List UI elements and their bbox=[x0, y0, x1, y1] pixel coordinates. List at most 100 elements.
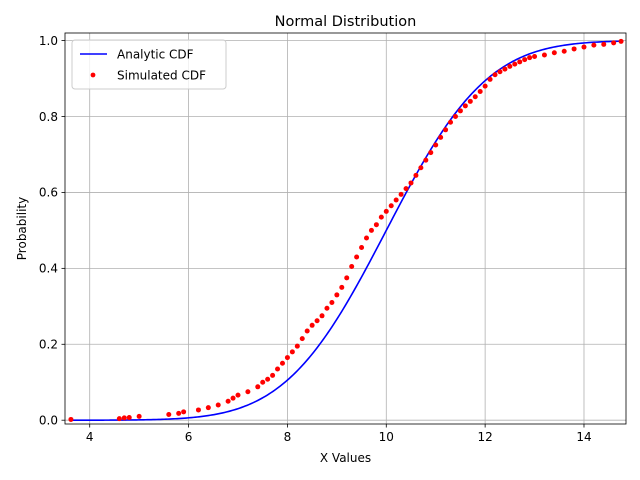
x-tick-label: 12 bbox=[477, 430, 492, 444]
y-tick-label: 0.2 bbox=[39, 338, 58, 352]
simulated-cdf-point bbox=[344, 275, 350, 281]
simulated-cdf-point bbox=[235, 392, 241, 398]
simulated-cdf-point bbox=[403, 186, 409, 192]
simulated-cdf-point bbox=[388, 203, 394, 209]
simulated-cdf-point bbox=[126, 415, 132, 421]
simulated-cdf-point bbox=[472, 94, 478, 100]
simulated-cdf-point bbox=[373, 222, 379, 228]
simulated-cdf-point bbox=[319, 313, 325, 319]
simulated-cdf-point bbox=[294, 343, 300, 349]
simulated-cdf-point bbox=[230, 395, 236, 401]
simulated-cdf-point bbox=[398, 191, 404, 197]
simulated-cdf-point bbox=[215, 402, 221, 408]
simulated-cdf-point bbox=[299, 336, 305, 342]
simulated-cdf-point bbox=[482, 83, 488, 89]
simulated-cdf-point bbox=[551, 50, 557, 56]
simulated-cdf-point bbox=[477, 88, 483, 94]
y-tick-label: 1.0 bbox=[39, 34, 58, 48]
simulated-cdf-point bbox=[438, 134, 444, 140]
simulated-cdf-point bbox=[443, 127, 449, 133]
simulated-cdf-point bbox=[497, 69, 503, 75]
y-axis: 0.0 0.2 0.4 0.6 0.8 1.0 bbox=[39, 34, 65, 428]
chart-title: Normal Distribution bbox=[275, 14, 417, 30]
simulated-cdf-point bbox=[334, 292, 340, 298]
simulated-cdf-point bbox=[611, 40, 617, 46]
simulated-cdf-point bbox=[176, 410, 182, 416]
simulated-cdf-point bbox=[581, 44, 587, 50]
simulated-cdf-point bbox=[68, 416, 74, 422]
legend-label-analytic: Analytic CDF bbox=[117, 48, 194, 62]
legend-label-simulated: Simulated CDF bbox=[117, 69, 206, 83]
legend-box bbox=[71, 39, 227, 90]
simulated-cdf-point bbox=[502, 66, 508, 72]
simulated-cdf-point bbox=[561, 48, 567, 54]
analytic-cdf-line bbox=[69, 40, 624, 421]
simulated-cdf-point bbox=[512, 61, 518, 67]
simulated-cdf-point bbox=[368, 227, 374, 233]
simulated-cdf-point bbox=[309, 322, 315, 328]
x-tick-label: 6 bbox=[185, 430, 193, 444]
simulated-cdf-point bbox=[601, 41, 607, 47]
legend: Analytic CDF Simulated CDF bbox=[71, 39, 227, 90]
simulated-cdf-point bbox=[121, 415, 127, 421]
simulated-cdf-point bbox=[279, 360, 285, 366]
simulated-cdf-point bbox=[448, 119, 454, 125]
x-tick-label: 4 bbox=[86, 430, 94, 444]
series-layer bbox=[68, 38, 624, 422]
y-tick-label: 0.8 bbox=[39, 110, 58, 124]
simulated-cdf-point bbox=[527, 55, 533, 61]
simulated-cdf-point bbox=[532, 54, 538, 60]
legend-swatch-simulated bbox=[90, 72, 96, 78]
simulated-cdf-point bbox=[284, 355, 290, 361]
simulated-cdf-point bbox=[255, 384, 261, 390]
simulated-cdf-point bbox=[378, 214, 384, 220]
simulated-cdf-point bbox=[364, 235, 370, 241]
simulated-cdf-point bbox=[452, 114, 458, 120]
simulated-cdf-point bbox=[457, 108, 463, 114]
simulated-cdf-point bbox=[166, 412, 172, 418]
grid bbox=[65, 33, 626, 424]
simulated-cdf-point bbox=[270, 372, 276, 378]
simulated-cdf-point bbox=[507, 63, 513, 69]
simulated-cdf-point bbox=[492, 72, 498, 78]
simulated-cdf-point bbox=[116, 416, 122, 422]
simulated-cdf-point bbox=[195, 407, 201, 413]
x-tick-label: 10 bbox=[379, 430, 394, 444]
simulated-cdf-point bbox=[289, 349, 295, 355]
simulated-cdf-point bbox=[408, 180, 414, 186]
simulated-cdf-point bbox=[433, 142, 439, 148]
simulated-cdf-point bbox=[467, 98, 473, 104]
y-axis-title: Probability bbox=[15, 197, 29, 260]
plot-area bbox=[65, 33, 626, 424]
y-tick-label: 0.4 bbox=[39, 262, 58, 276]
simulated-cdf-point bbox=[418, 165, 424, 171]
simulated-cdf-point bbox=[428, 150, 434, 156]
simulated-cdf-point bbox=[349, 263, 355, 269]
simulated-cdf-point bbox=[354, 254, 360, 260]
simulated-cdf-point bbox=[324, 305, 330, 311]
y-tick-label: 0.6 bbox=[39, 186, 58, 200]
simulated-cdf-point bbox=[591, 42, 597, 48]
simulated-cdf-point bbox=[275, 366, 281, 372]
simulated-cdf-point bbox=[423, 157, 429, 163]
simulated-cdf-point bbox=[314, 318, 320, 324]
simulated-cdf-point bbox=[245, 389, 251, 395]
simulated-cdf-point bbox=[329, 300, 335, 306]
x-axis-title: X Values bbox=[320, 451, 371, 465]
x-tick-label: 8 bbox=[284, 430, 292, 444]
simulated-cdf-point bbox=[541, 52, 547, 58]
simulated-cdf-point bbox=[462, 103, 468, 109]
y-tick-label: 0.0 bbox=[39, 414, 58, 428]
simulated-cdf-point bbox=[265, 376, 271, 382]
simulated-cdf-point bbox=[359, 244, 365, 250]
simulated-cdf-point bbox=[260, 379, 266, 385]
simulated-cdf-point bbox=[225, 398, 231, 404]
x-tick-label: 14 bbox=[576, 430, 591, 444]
simulated-cdf-point bbox=[383, 208, 389, 214]
simulated-cdf-point bbox=[393, 197, 399, 203]
simulated-cdf-point bbox=[181, 409, 187, 415]
simulated-cdf-point bbox=[304, 328, 310, 334]
simulated-cdf-point bbox=[517, 59, 523, 65]
x-axis: 4 6 8 10 12 14 bbox=[86, 424, 592, 444]
